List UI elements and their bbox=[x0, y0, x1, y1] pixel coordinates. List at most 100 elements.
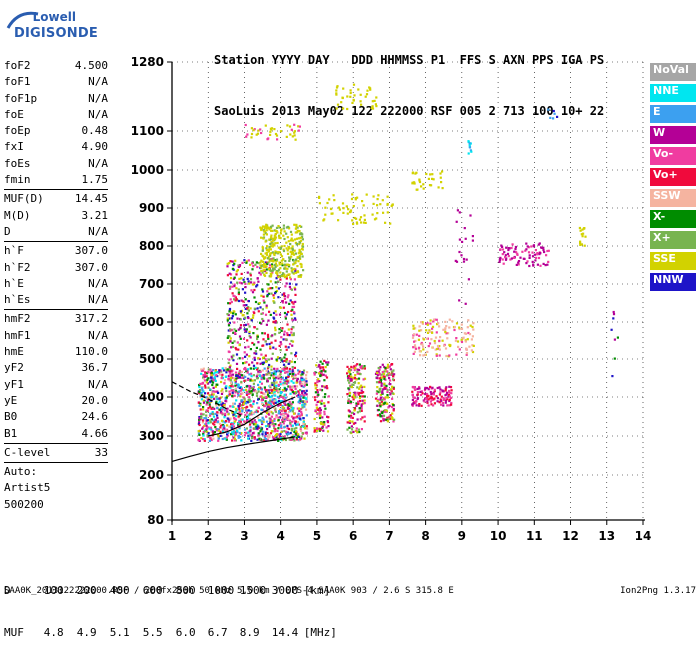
header-value: RSF bbox=[430, 104, 460, 118]
echo-point bbox=[284, 438, 287, 442]
echo-point bbox=[233, 328, 236, 331]
echo-point bbox=[206, 430, 209, 434]
echo-point bbox=[301, 255, 304, 258]
echo-point bbox=[259, 348, 262, 351]
echo-point bbox=[318, 429, 321, 432]
echo-point bbox=[263, 257, 266, 260]
echo-point bbox=[430, 403, 433, 406]
echo-point bbox=[264, 124, 267, 127]
echo-point bbox=[250, 390, 253, 393]
echo-point bbox=[287, 294, 290, 297]
echo-point bbox=[427, 394, 430, 397]
echo-point bbox=[418, 386, 421, 389]
echo-point bbox=[298, 407, 301, 410]
echo-point bbox=[288, 419, 291, 422]
echo-point bbox=[243, 259, 246, 262]
echo-point bbox=[378, 381, 381, 384]
echo-point bbox=[271, 398, 274, 401]
echo-point bbox=[392, 369, 395, 372]
echo-point bbox=[244, 402, 248, 405]
echo-point bbox=[261, 433, 264, 436]
echo-point bbox=[228, 272, 231, 275]
echo-point bbox=[360, 365, 363, 368]
echo-point bbox=[259, 380, 262, 383]
echo-point bbox=[237, 299, 241, 303]
echo-point bbox=[270, 263, 274, 266]
echo-point bbox=[271, 401, 274, 404]
echo-point bbox=[356, 370, 359, 373]
echo-point bbox=[269, 399, 272, 402]
echo-point bbox=[243, 428, 247, 431]
echo-point bbox=[206, 397, 209, 400]
echo-point bbox=[319, 366, 322, 369]
echo-point bbox=[270, 257, 273, 261]
echo-point bbox=[299, 274, 302, 277]
param-row: foEp 0.48 bbox=[4, 123, 108, 139]
echo-point bbox=[303, 437, 306, 440]
echo-point bbox=[260, 353, 263, 356]
echo-point bbox=[249, 263, 252, 266]
echo-point bbox=[291, 424, 294, 427]
echo-point bbox=[348, 421, 352, 424]
echo-point bbox=[277, 399, 281, 403]
echo-point bbox=[229, 317, 232, 320]
echo-point bbox=[253, 343, 256, 346]
echo-point bbox=[221, 373, 224, 376]
echo-point bbox=[262, 229, 265, 232]
echo-point bbox=[246, 277, 249, 280]
echo-point bbox=[244, 329, 247, 332]
echo-point bbox=[274, 409, 277, 412]
echo-point bbox=[412, 402, 415, 405]
echo-point bbox=[289, 392, 292, 395]
echo-point bbox=[386, 420, 390, 423]
echo-point bbox=[301, 390, 304, 393]
echo-point bbox=[222, 369, 226, 372]
echo-point bbox=[418, 180, 422, 184]
echo-point bbox=[440, 395, 443, 398]
echo-point bbox=[261, 396, 264, 399]
echo-point bbox=[221, 408, 224, 411]
echo-point bbox=[293, 419, 296, 423]
echo-point bbox=[435, 318, 438, 321]
echo-point bbox=[234, 371, 238, 374]
echo-point bbox=[429, 319, 432, 322]
echo-point bbox=[276, 264, 279, 267]
echo-point bbox=[376, 204, 379, 207]
echo-point bbox=[281, 264, 284, 267]
echo-point bbox=[277, 280, 280, 283]
echo-point bbox=[235, 374, 238, 377]
echo-point bbox=[205, 396, 208, 399]
echo-point bbox=[544, 264, 547, 267]
echo-point bbox=[229, 379, 233, 382]
echo-point bbox=[198, 386, 201, 389]
echo-point bbox=[297, 394, 300, 397]
echo-point bbox=[295, 225, 298, 228]
echo-point bbox=[248, 387, 251, 390]
echo-point bbox=[242, 401, 245, 404]
echo-point bbox=[454, 339, 457, 342]
echo-point bbox=[284, 367, 287, 370]
echo-point bbox=[253, 419, 256, 422]
echo-point bbox=[202, 399, 205, 402]
echo-point bbox=[415, 171, 418, 174]
echo-point bbox=[313, 373, 316, 376]
echo-point bbox=[321, 366, 325, 369]
echo-point bbox=[255, 261, 258, 264]
echo-point bbox=[303, 427, 307, 430]
param-name: hmF2 bbox=[4, 312, 31, 326]
echo-point bbox=[212, 390, 215, 393]
echo-point bbox=[274, 236, 278, 239]
echo-point bbox=[439, 176, 442, 179]
echo-point bbox=[266, 380, 269, 383]
echo-point bbox=[234, 346, 237, 350]
echo-point bbox=[285, 338, 288, 341]
echo-point bbox=[418, 403, 421, 406]
echo-point bbox=[501, 248, 505, 251]
echo-point bbox=[283, 333, 286, 336]
echo-point bbox=[359, 100, 362, 103]
echo-point bbox=[415, 404, 418, 407]
echo-point bbox=[300, 377, 303, 380]
echo-point bbox=[233, 295, 236, 298]
param-name: B0 bbox=[4, 410, 18, 424]
echo-point bbox=[438, 345, 441, 348]
